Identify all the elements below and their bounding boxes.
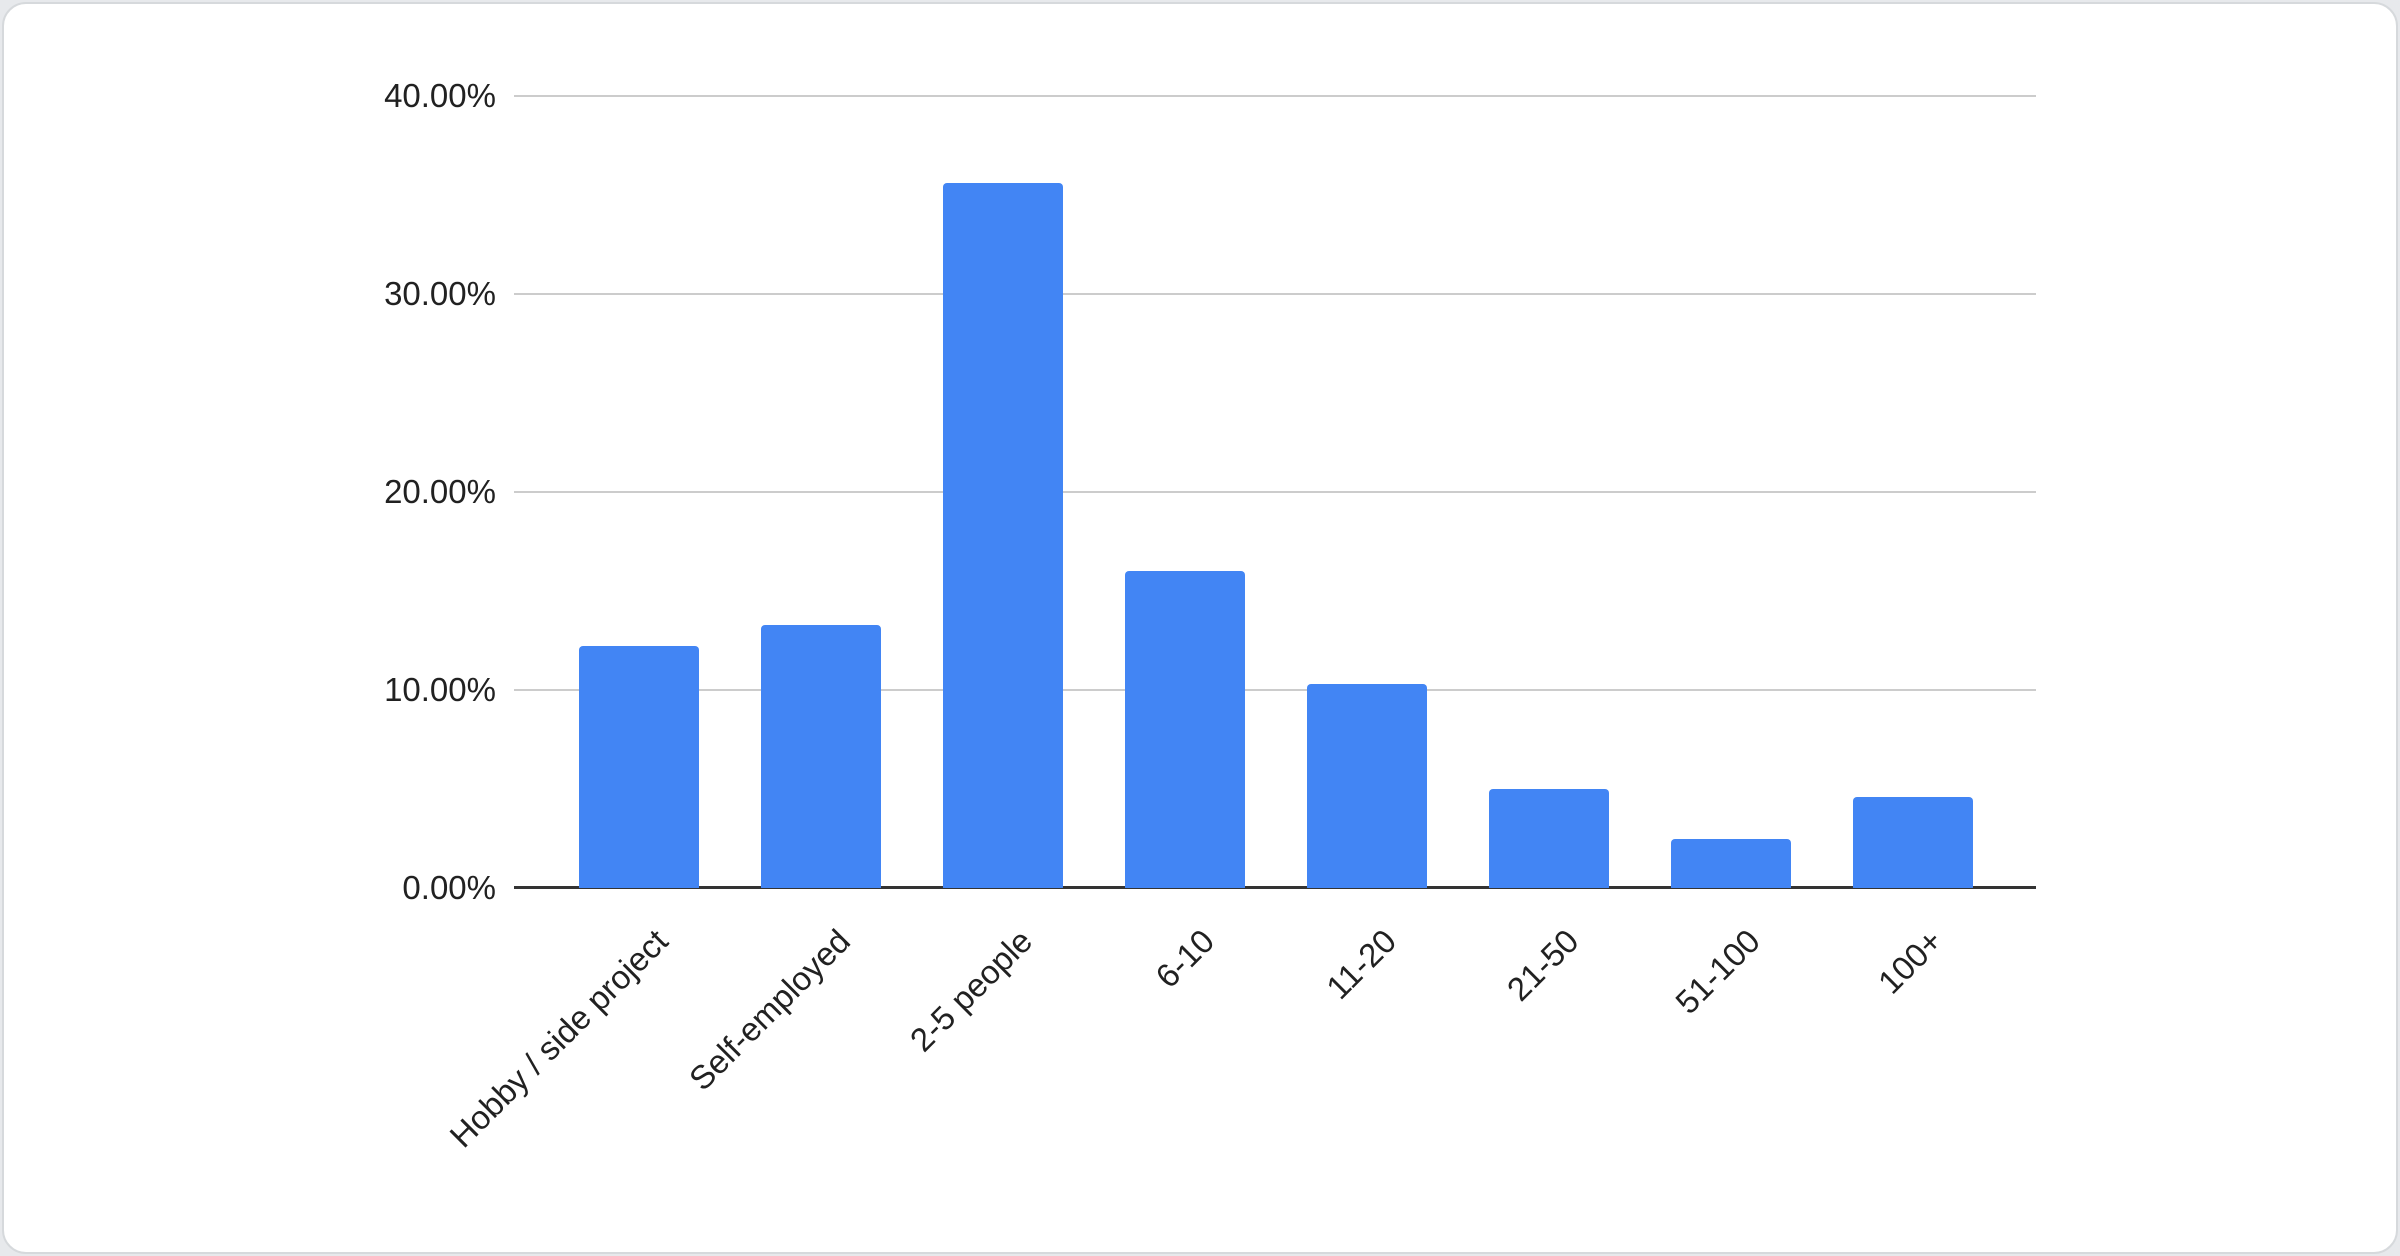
- bar: [761, 624, 881, 888]
- gridline: [514, 689, 2036, 691]
- x-axis-label: 2-5 people: [902, 922, 1040, 1059]
- gridline: [514, 491, 2036, 493]
- x-axis-label: 51-100: [1668, 922, 1768, 1021]
- bar: [1853, 796, 1973, 888]
- bar: [1489, 789, 1609, 888]
- x-axis-label: 21-50: [1499, 922, 1586, 1008]
- bar: [1125, 571, 1245, 888]
- bar: [943, 183, 1063, 888]
- gridline: [514, 293, 2036, 295]
- y-axis-label: 10.00%: [384, 671, 496, 708]
- y-axis-label: 0.00%: [402, 869, 496, 906]
- y-axis: 40.00% 30.00% 20.00% 10.00% 0.00%: [4, 4, 496, 1252]
- y-axis-label: 40.00%: [384, 77, 496, 114]
- x-axis-line: [514, 886, 2036, 889]
- bar-chart: 40.00% 30.00% 20.00% 10.00% 0.00% Hobby / si…: [4, 4, 2396, 1252]
- x-axis-label: 6-10: [1148, 922, 1222, 995]
- gridline: [514, 95, 2036, 97]
- y-axis-label: 30.00%: [384, 275, 496, 312]
- x-axis-label: Self-employed: [681, 922, 858, 1098]
- x-axis-label: 11-20: [1319, 922, 1404, 1007]
- bar: [1307, 684, 1427, 888]
- bar: [1671, 838, 1791, 888]
- x-axis-label: 100+: [1870, 922, 1950, 1001]
- y-axis-label: 20.00%: [384, 473, 496, 510]
- bar: [579, 646, 699, 888]
- plot-area: Hobby / side project Self-employed 2-5 peo…: [443, 95, 2036, 1154]
